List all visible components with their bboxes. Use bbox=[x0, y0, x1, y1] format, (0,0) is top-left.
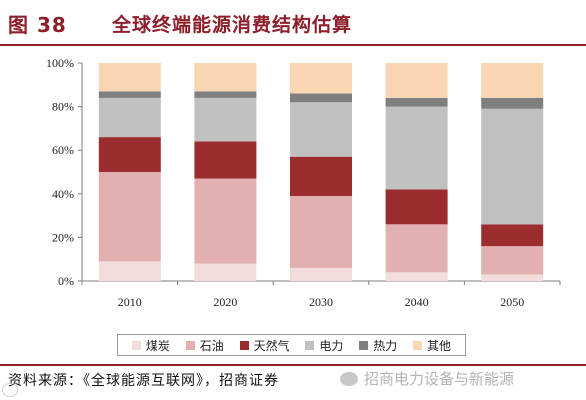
y-tick-label: 20% bbox=[52, 230, 74, 244]
bar-segment bbox=[385, 106, 448, 190]
y-tick-label: 40% bbox=[52, 187, 74, 201]
bar-segment bbox=[194, 141, 257, 179]
legend-item: 天然气 bbox=[239, 337, 290, 354]
bar-segment bbox=[290, 156, 352, 196]
legend-item: 其他 bbox=[413, 337, 451, 354]
legend-item: 石油 bbox=[185, 337, 224, 354]
bar-segment bbox=[481, 224, 544, 247]
bar-segment bbox=[98, 63, 161, 92]
bar-segment bbox=[98, 91, 161, 98]
bar-segment bbox=[385, 224, 448, 273]
legend-swatch bbox=[131, 340, 141, 350]
x-tick-label: 2040 bbox=[405, 295, 429, 309]
bar-segment bbox=[194, 63, 257, 92]
bar-segment bbox=[194, 263, 257, 281]
legend-label: 石油 bbox=[199, 338, 224, 353]
legend-swatch bbox=[305, 340, 315, 350]
bar-segment bbox=[481, 274, 544, 281]
watermark: 招商电力设备与新能源 bbox=[340, 368, 514, 389]
bar-segment bbox=[194, 178, 257, 264]
corner-logo-icon bbox=[2, 383, 18, 397]
bar-segment bbox=[385, 272, 448, 281]
legend-swatch bbox=[239, 340, 249, 350]
figure-header: 图 38 全球终端能源消费结构估算 bbox=[0, 0, 586, 42]
y-tick-label: 100% bbox=[46, 56, 74, 70]
bar-segment bbox=[98, 172, 161, 262]
bar-segment bbox=[98, 97, 161, 138]
legend-swatch bbox=[413, 340, 423, 350]
stacked-bar-chart: 0% 20% 40% 60% 80% 100% 2010 2020 2030 2040 2050 bbox=[46, 56, 561, 309]
x-tick-label: 2050 bbox=[500, 295, 524, 309]
bar-segment bbox=[290, 102, 352, 157]
y-tick-label: 0% bbox=[58, 274, 74, 288]
watermark-text: 招商电力设备与新能源 bbox=[364, 370, 515, 388]
legend-label: 电力 bbox=[319, 338, 344, 353]
footer-divider bbox=[0, 364, 586, 366]
bar-segment bbox=[481, 63, 544, 98]
bar-segment bbox=[290, 93, 352, 103]
wechat-logo-icon bbox=[340, 371, 358, 386]
legend-label: 其他 bbox=[427, 338, 452, 353]
bar-segment bbox=[481, 246, 544, 275]
x-tick-label: 2010 bbox=[118, 295, 142, 309]
bar-segment bbox=[385, 63, 448, 98]
bar-segment bbox=[385, 189, 448, 225]
chart-title: 全球终端能源消费结构估算 bbox=[112, 14, 353, 36]
bar-segment bbox=[385, 97, 448, 107]
bar-segment bbox=[290, 267, 352, 281]
bar-segment bbox=[98, 261, 161, 281]
bar-segment bbox=[98, 137, 161, 172]
figure-number: 图 38 bbox=[8, 13, 67, 37]
chart-legend: 煤炭 石油 天然气 电力 热力 其他 bbox=[117, 334, 466, 356]
bar-segment bbox=[194, 97, 257, 142]
bar-segment bbox=[290, 195, 352, 268]
bar-segment bbox=[194, 91, 257, 98]
legend-swatch bbox=[359, 340, 369, 350]
legend-label: 热力 bbox=[373, 338, 398, 353]
bar-segment bbox=[481, 97, 544, 109]
legend-label: 煤炭 bbox=[145, 338, 170, 353]
source-note: 资料来源：《全球能源互联网》，招商证券 bbox=[8, 373, 279, 389]
legend-swatch bbox=[185, 340, 195, 350]
legend-item: 电力 bbox=[305, 337, 343, 354]
y-tick-label: 80% bbox=[52, 100, 74, 114]
y-tick-label: 60% bbox=[52, 143, 74, 157]
x-tick-label: 2030 bbox=[309, 295, 333, 309]
legend-item: 煤炭 bbox=[131, 337, 170, 354]
bar-segment bbox=[481, 108, 544, 225]
header-divider bbox=[0, 44, 586, 46]
legend-label: 天然气 bbox=[253, 338, 290, 353]
x-tick-label: 2020 bbox=[213, 295, 237, 309]
bar-segment bbox=[290, 63, 352, 94]
legend-item: 热力 bbox=[359, 337, 397, 354]
